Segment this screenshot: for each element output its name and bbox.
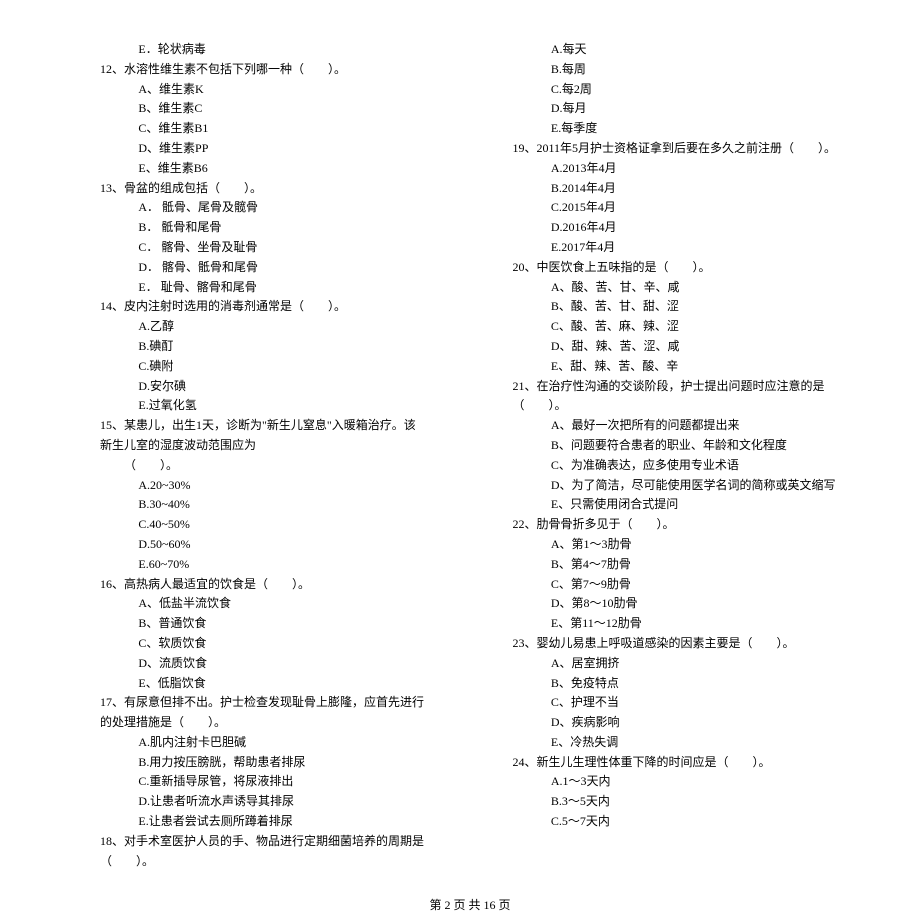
page-columns: E．轮状病毒 12、水溶性维生素不包括下列哪一种（ ）。 A、维生素K B、维生… [100, 40, 840, 871]
q24-option-a: A.1～3天内 [513, 772, 841, 792]
q13-option-e: E． 耻骨、髂骨和尾骨 [100, 278, 428, 298]
q19-option-a: A.2013年4月 [513, 159, 841, 179]
q20-option-a: A、酸、苦、甘、辛、咸 [513, 278, 841, 298]
q17-option-a: A.肌内注射卡巴胆碱 [100, 733, 428, 753]
q17-option-d: D.让患者听流水声诱导其排尿 [100, 792, 428, 812]
q21-option-e: E、只需使用闭合式提问 [513, 495, 841, 515]
q11-option-e: E．轮状病毒 [100, 40, 428, 60]
q16-stem: 16、高热病人最适宜的饮食是（ ）。 [100, 575, 428, 595]
q19-option-d: D.2016年4月 [513, 218, 841, 238]
q13-option-a: A． 骶骨、尾骨及髋骨 [100, 198, 428, 218]
q19-option-e: E.2017年4月 [513, 238, 841, 258]
q24-option-b: B.3～5天内 [513, 792, 841, 812]
q21-stem: 21、在治疗性沟通的交谈阶段，护士提出问题时应注意的是（ ）。 [513, 377, 841, 417]
q23-option-b: B、免疫特点 [513, 674, 841, 694]
q20-option-d: D、甜、辣、苦、涩、咸 [513, 337, 841, 357]
q14-option-c: C.碘附 [100, 357, 428, 377]
q16-option-b: B、普通饮食 [100, 614, 428, 634]
q23-option-c: C、护理不当 [513, 693, 841, 713]
q12-option-c: C、维生素B1 [100, 119, 428, 139]
q12-stem: 12、水溶性维生素不包括下列哪一种（ ）。 [100, 60, 428, 80]
q15-stem: 15、某患儿，出生1天，诊断为"新生儿窒息"入暖箱治疗。该新生儿室的湿度波动范围… [100, 416, 428, 456]
q15-option-e: E.60~70% [100, 555, 428, 575]
q20-option-c: C、酸、苦、麻、辣、涩 [513, 317, 841, 337]
q21-option-d: D、为了简洁，尽可能使用医学名词的简称或英文缩写 [513, 476, 841, 496]
q15-option-a: A.20~30% [100, 476, 428, 496]
q15-cont: （ ）。 [100, 456, 428, 476]
q12-option-a: A、维生素K [100, 80, 428, 100]
q15-option-c: C.40~50% [100, 515, 428, 535]
q18-option-c: C.每2周 [513, 80, 841, 100]
q23-stem: 23、婴幼儿易患上呼吸道感染的因素主要是（ ）。 [513, 634, 841, 654]
q20-stem: 20、中医饮食上五味指的是（ ）。 [513, 258, 841, 278]
q13-stem: 13、骨盆的组成包括（ ）。 [100, 179, 428, 199]
q20-option-e: E、甜、辣、苦、酸、辛 [513, 357, 841, 377]
q16-option-a: A、低盐半流饮食 [100, 594, 428, 614]
q23-option-d: D、疾病影响 [513, 713, 841, 733]
q14-option-d: D.安尔碘 [100, 377, 428, 397]
q22-option-c: C、第7～9肋骨 [513, 575, 841, 595]
page-footer: 第 2 页 共 16 页 [100, 896, 840, 916]
q16-option-d: D、流质饮食 [100, 654, 428, 674]
q23-option-a: A、居室拥挤 [513, 654, 841, 674]
q17-stem: 17、有尿意但排不出。护士检查发现耻骨上膨隆，应首先进行的处理措施是（ ）。 [100, 693, 428, 733]
q18-option-d: D.每月 [513, 99, 841, 119]
q14-option-e: E.过氧化氢 [100, 396, 428, 416]
q12-option-d: D、维生素PP [100, 139, 428, 159]
q19-stem: 19、2011年5月护士资格证拿到后要在多久之前注册（ ）。 [513, 139, 841, 159]
q13-option-c: C． 髂骨、坐骨及耻骨 [100, 238, 428, 258]
q19-option-b: B.2014年4月 [513, 179, 841, 199]
q15-option-d: D.50~60% [100, 535, 428, 555]
q17-option-e: E.让患者尝试去厕所蹲着排尿 [100, 812, 428, 832]
q18-option-e: E.每季度 [513, 119, 841, 139]
q22-stem: 22、肋骨骨折多见于（ ）。 [513, 515, 841, 535]
q21-option-c: C、为准确表达，应多使用专业术语 [513, 456, 841, 476]
q16-option-c: C、软质饮食 [100, 634, 428, 654]
right-column: A.每天 B.每周 C.每2周 D.每月 E.每季度 19、2011年5月护士资… [513, 40, 841, 871]
q24-option-c: C.5～7天内 [513, 812, 841, 832]
q14-option-a: A.乙醇 [100, 317, 428, 337]
q22-option-b: B、第4～7肋骨 [513, 555, 841, 575]
q14-stem: 14、皮内注射时选用的消毒剂通常是（ ）。 [100, 297, 428, 317]
q18-stem: 18、对手术室医护人员的手、物品进行定期细菌培养的周期是（ ）。 [100, 832, 428, 872]
q20-option-b: B、酸、苦、甘、甜、涩 [513, 297, 841, 317]
q22-option-d: D、第8～10肋骨 [513, 594, 841, 614]
q23-option-e: E、冷热失调 [513, 733, 841, 753]
q22-option-a: A、第1～3肋骨 [513, 535, 841, 555]
q21-option-b: B、问题要符合患者的职业、年龄和文化程度 [513, 436, 841, 456]
q13-option-d: D． 髂骨、骶骨和尾骨 [100, 258, 428, 278]
q19-option-c: C.2015年4月 [513, 198, 841, 218]
q14-option-b: B.碘酊 [100, 337, 428, 357]
q16-option-e: E、低脂饮食 [100, 674, 428, 694]
q17-option-b: B.用力按压膀胱，帮助患者排尿 [100, 753, 428, 773]
q22-option-e: E、第11～12肋骨 [513, 614, 841, 634]
q21-option-a: A、最好一次把所有的问题都提出来 [513, 416, 841, 436]
q18-option-a: A.每天 [513, 40, 841, 60]
q18-option-b: B.每周 [513, 60, 841, 80]
q15-option-b: B.30~40% [100, 495, 428, 515]
q12-option-b: B、维生素C [100, 99, 428, 119]
left-column: E．轮状病毒 12、水溶性维生素不包括下列哪一种（ ）。 A、维生素K B、维生… [100, 40, 428, 871]
q12-option-e: E、维生素B6 [100, 159, 428, 179]
q17-option-c: C.重新插导尿管，将尿液排出 [100, 772, 428, 792]
q13-option-b: B． 骶骨和尾骨 [100, 218, 428, 238]
q24-stem: 24、新生儿生理性体重下降的时间应是（ ）。 [513, 753, 841, 773]
